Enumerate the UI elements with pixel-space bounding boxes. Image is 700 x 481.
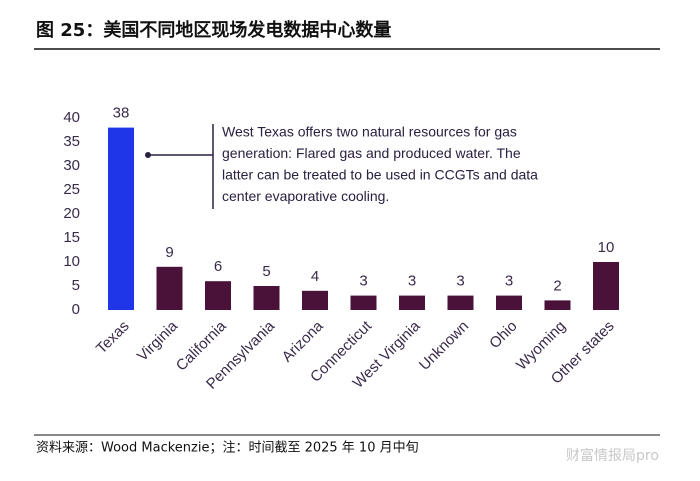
y-tick-label: 35: [63, 133, 80, 150]
y-tick-label: 30: [63, 157, 80, 174]
bar: [253, 286, 280, 310]
value-label: 5: [262, 263, 270, 280]
value-label: 2: [553, 277, 561, 294]
chart-title: 图 25：美国不同地区现场发电数据中心数量: [36, 19, 391, 41]
bar: [350, 295, 377, 310]
y-tick-label: 10: [63, 253, 80, 270]
y-tick-label: 25: [63, 181, 80, 198]
annotation-line: latter can be treated to be used in CCGT…: [222, 167, 538, 183]
value-label: 38: [113, 105, 130, 122]
bar: [496, 295, 522, 310]
bar: [205, 281, 231, 310]
bar: [544, 300, 571, 310]
x-tick-label: Arizona: [279, 317, 327, 365]
value-label: 3: [408, 273, 416, 290]
watermark: 财富情报局pro: [566, 447, 659, 464]
value-label: 4: [311, 268, 319, 285]
value-label: 6: [214, 258, 222, 275]
bar: [399, 295, 425, 310]
value-label: 10: [598, 239, 615, 256]
x-tick-label: Ohio: [486, 318, 520, 352]
y-tick-label: 15: [63, 229, 80, 246]
annotation-line: center evaporative cooling.: [222, 188, 389, 204]
value-label: 9: [165, 244, 173, 261]
bar: [447, 295, 474, 310]
bar: [156, 266, 183, 310]
value-label: 3: [456, 273, 464, 290]
x-tick-label: Virginia: [134, 317, 182, 365]
bar: [108, 127, 134, 310]
annotation-dot: [145, 152, 151, 158]
value-label: 3: [505, 273, 513, 290]
bar: [302, 290, 328, 310]
value-label: 3: [359, 273, 367, 290]
y-tick-label: 40: [63, 109, 80, 126]
bar: [593, 262, 619, 310]
x-tick-label: Unknown: [416, 318, 472, 374]
source: 资料来源：Wood Mackenzie；注：时间截至 2025 年 10 月中旬: [36, 441, 419, 456]
y-tick-label: 0: [72, 301, 80, 318]
x-tick-label: Texas: [93, 318, 133, 358]
annotation-line: West Texas offers two natural resources …: [222, 124, 517, 140]
y-tick-label: 20: [63, 205, 80, 222]
annotation-line: generation: Flared gas and produced wate…: [222, 145, 521, 161]
y-tick-label: 5: [72, 277, 80, 294]
